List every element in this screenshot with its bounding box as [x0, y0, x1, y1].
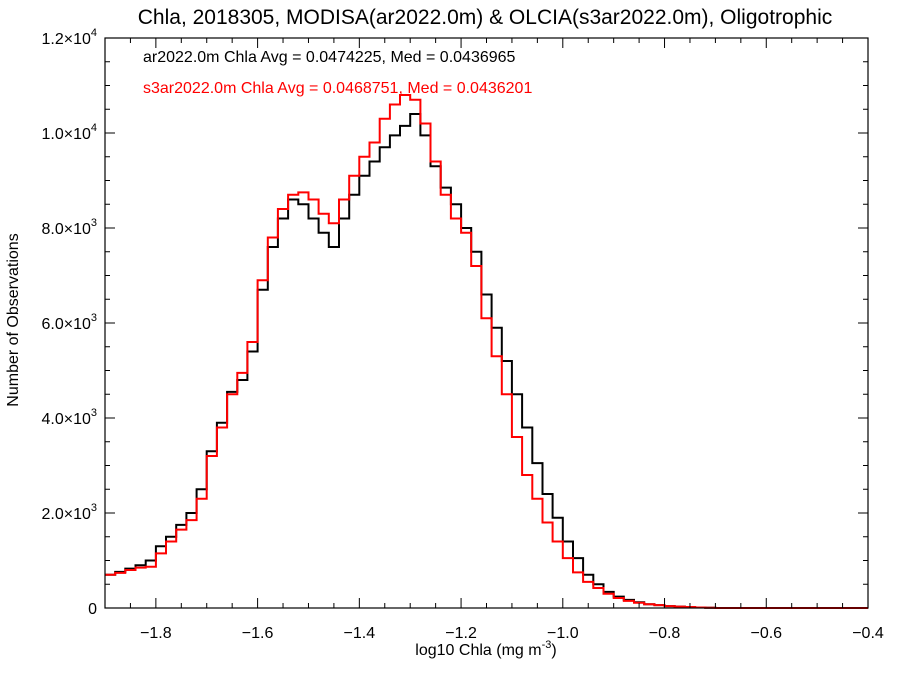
x-axis-label-sup: -3 — [542, 639, 552, 651]
y-tick-label: 4.0×103 — [41, 407, 97, 428]
x-tick-label: −1.2 — [445, 625, 477, 642]
series-0-line — [105, 113, 868, 609]
x-axis-label-close: ) — [551, 642, 556, 659]
stats-annotation-1: s3ar2022.0m Chla Avg = 0.0468751, Med = … — [143, 80, 532, 97]
x-tick-label: −1.0 — [547, 625, 579, 642]
axis-layer: −1.8 −1.6 −1.4 −1.2 −1.0 −0.8 −0.6 −0.4 0 2.0×103… — [41, 27, 883, 642]
x-tick-label: −0.6 — [750, 625, 782, 642]
y-tick-label: 1.2×104 — [41, 27, 97, 48]
x-tick-label: −1.6 — [242, 625, 274, 642]
y-tick-label: 1.0×104 — [41, 122, 97, 143]
x-axis-label-main: log10 Chla (mg m — [415, 642, 541, 659]
x-axis-label: log10 Chla (mg m-3) — [415, 639, 556, 659]
x-tick-label: −0.4 — [852, 625, 884, 642]
series-1-line — [105, 94, 868, 609]
y-tick-label: 2.0×103 — [41, 502, 97, 523]
plot-frame — [104, 37, 869, 609]
y-axis-label: Number of Observations — [5, 233, 22, 406]
stats-annotation-0: ar2022.0m Chla Avg = 0.0474225, Med = 0.… — [143, 49, 516, 66]
x-tick-label: −1.4 — [344, 625, 376, 642]
chart-title: Chla, 2018305, MODISA(ar2022.0m) & OLCIA… — [138, 6, 833, 29]
x-tick-label: −0.8 — [649, 625, 681, 642]
x-tick-label: −1.8 — [140, 625, 172, 642]
y-tick-label: 8.0×103 — [41, 217, 97, 238]
series-layer — [105, 94, 868, 609]
y-tick-label: 0 — [88, 601, 97, 618]
annotation-layer: ar2022.0m Chla Avg = 0.0474225, Med = 0.… — [143, 49, 532, 97]
y-tick-label: 6.0×103 — [41, 312, 97, 333]
